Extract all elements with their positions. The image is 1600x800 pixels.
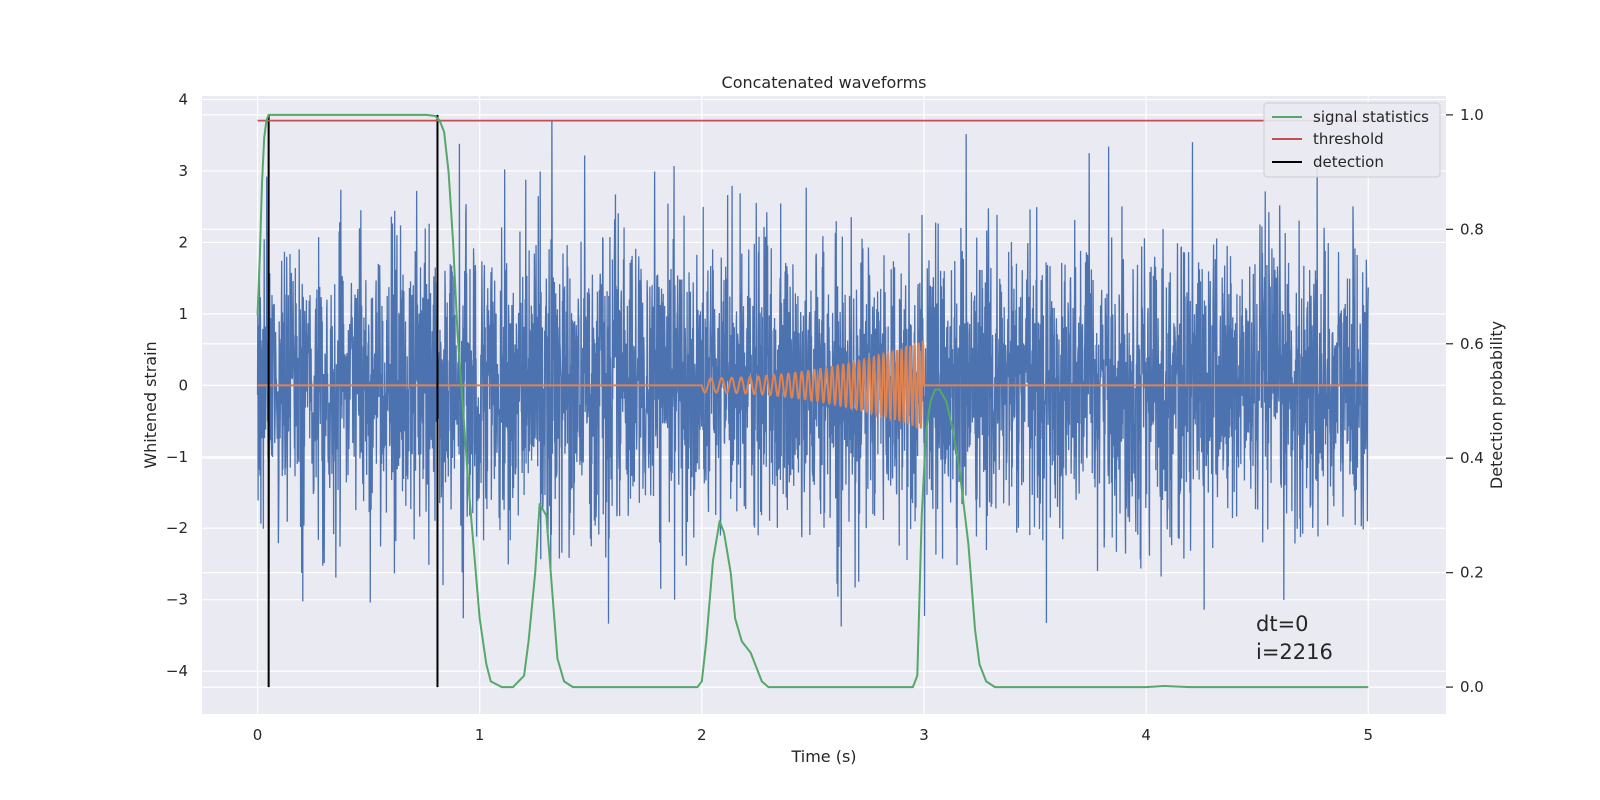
annotation-dt: dt=0	[1256, 612, 1309, 636]
y-tick-label-right: 0.4	[1460, 449, 1484, 467]
legend-label-signal-statistics: signal statistics	[1313, 108, 1429, 126]
waveform-line	[257, 338, 1369, 430]
y-axis-right-title: Detection probability	[1487, 321, 1506, 489]
y-tick-label-left: 3	[178, 162, 188, 180]
x-tick-label: 0	[253, 726, 263, 744]
annotation-i: i=2216	[1256, 640, 1333, 664]
legend-label-detection: detection	[1313, 153, 1384, 171]
x-axis: 0 1 2 3 4 5	[253, 726, 1373, 744]
y-tick-label-left: −3	[166, 591, 188, 609]
y-tick-label-right: 0.0	[1460, 678, 1484, 696]
y-tick-label-right: 0.6	[1460, 335, 1484, 353]
waveform-series	[257, 338, 1369, 430]
signal-statistics-series	[256, 113, 1369, 689]
x-tick-label: 5	[1363, 726, 1373, 744]
y-axis-left-title: Whitened strain	[141, 341, 160, 468]
y-tick-label-left: 0	[178, 376, 188, 394]
y-axis-left: −4 −3 −2 −1 0 1 2 3 4	[166, 91, 188, 681]
x-tick-label: 2	[697, 726, 707, 744]
x-tick-label: 1	[475, 726, 485, 744]
legend: signal statistics threshold detection	[1263, 102, 1441, 178]
y-tick-label-right: 0.2	[1460, 564, 1484, 582]
noise-series	[256, 121, 1369, 627]
chart-title: Concatenated waveforms	[722, 73, 927, 92]
legend-label-threshold: threshold	[1313, 130, 1384, 148]
y-tick-label-left: −2	[166, 519, 188, 537]
noise-line	[256, 121, 1369, 627]
y-tick-label-left: 4	[178, 91, 188, 109]
y-tick-label-left: 1	[178, 305, 188, 323]
x-axis-title: Time (s)	[790, 747, 856, 766]
y-tick-label-left: −4	[166, 662, 188, 680]
y-tick-label-right: 0.8	[1460, 220, 1484, 238]
x-tick-label: 4	[1141, 726, 1151, 744]
detection-series	[267, 114, 439, 688]
y-tick-label-right: 1.0	[1460, 106, 1484, 124]
y-tick-label-left: −1	[166, 448, 188, 466]
signal-statistics-line	[256, 113, 1369, 689]
y-axis-right: 0.0 0.2 0.4 0.6 0.8 1.0	[1446, 106, 1484, 696]
legend-box	[1263, 102, 1441, 178]
y-tick-label-left: 2	[178, 233, 188, 251]
x-tick-label: 3	[919, 726, 929, 744]
